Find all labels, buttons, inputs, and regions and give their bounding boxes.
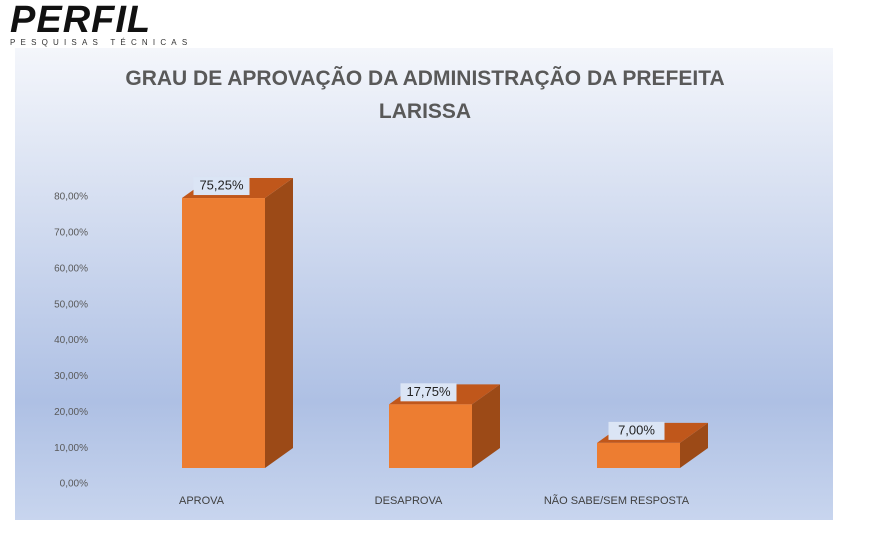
value-label-box — [193, 177, 250, 196]
x-tick-label: APROVA — [179, 495, 225, 507]
logo-tagline: PESQUISAS TÉCNICAS — [10, 38, 193, 47]
x-tick-label: DESAPROVA — [375, 495, 443, 507]
y-tick-label: 20,00% — [54, 407, 88, 418]
bar-side — [265, 178, 293, 468]
chart-title: GRAU DE APROVAÇÃO DA ADMINISTRAÇÃO DA PR… — [125, 67, 725, 123]
y-tick-label: 10,00% — [54, 443, 88, 454]
y-tick-label: 40,00% — [54, 335, 88, 346]
y-tick-label: 30,00% — [54, 371, 88, 382]
bar — [182, 198, 265, 468]
bar — [389, 404, 472, 468]
value-label: 17,75% — [406, 384, 451, 399]
y-tick-label: 80,00% — [54, 192, 88, 203]
bar — [597, 442, 680, 468]
y-tick-label: 0,00% — [60, 479, 88, 490]
y-tick-label: 50,00% — [54, 299, 88, 310]
y-tick-label: 60,00% — [54, 263, 88, 274]
logo-name: PERFIL — [10, 0, 152, 41]
x-tick-label: NÃO SABE/SEM RESPOSTA — [544, 494, 690, 507]
logo: PERFIL PESQUISAS TÉCNICAS — [10, 0, 193, 47]
bar-side — [680, 422, 708, 468]
value-label: 75,25% — [199, 177, 244, 192]
value-label: 7,00% — [618, 422, 655, 437]
bar-side — [472, 384, 500, 468]
y-tick-label: 70,00% — [54, 228, 88, 239]
value-label-box — [608, 421, 665, 440]
value-label-box — [400, 383, 457, 402]
